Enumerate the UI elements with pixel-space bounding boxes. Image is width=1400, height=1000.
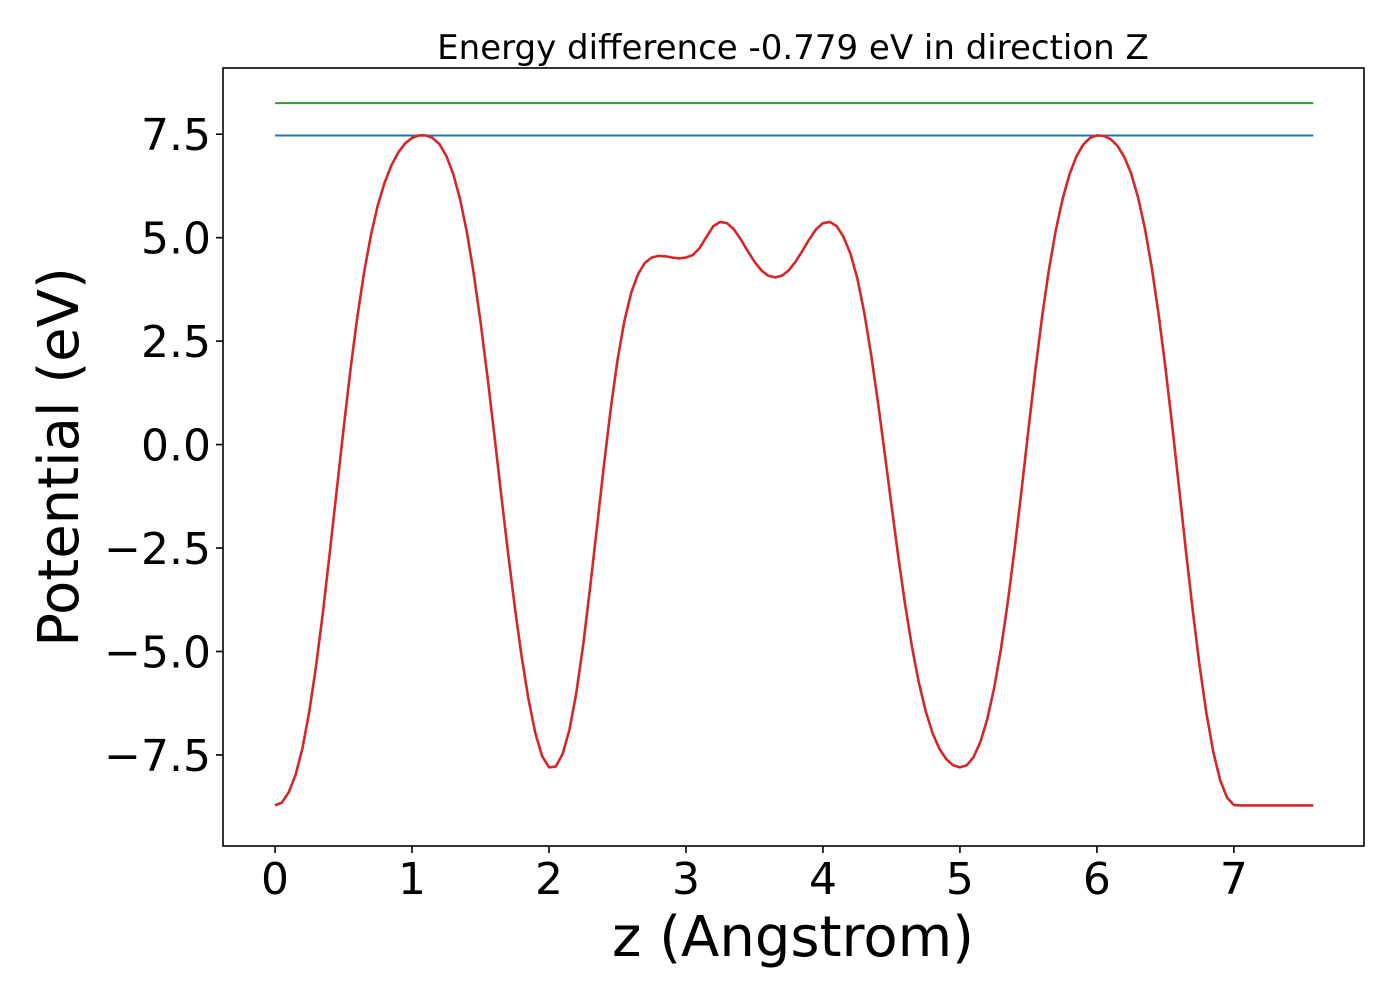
series-line-2	[274, 134, 1314, 807]
series-layer	[274, 102, 1314, 807]
x-tick-label: 3	[672, 854, 700, 905]
y-tick-label: 0.0	[141, 421, 211, 472]
y-axis-ticks: −7.5 −5.0 −2.5 0.0 2.5 5.0 7.5	[104, 110, 223, 782]
y-axis-label: Potential (eV)	[27, 267, 92, 647]
x-tick-label: 4	[809, 854, 837, 905]
x-axis-label: z (Angstrom)	[612, 905, 974, 970]
x-tick-label: 1	[398, 854, 426, 905]
y-tick-label: 7.5	[141, 110, 211, 161]
y-tick-label: 5.0	[141, 214, 211, 265]
y-tick-label: −5.0	[104, 628, 211, 679]
x-tick-label: 0	[261, 854, 289, 905]
plot-area-frame	[222, 67, 1365, 847]
x-axis-ticks: 0 1 2 3 4 5 6 7	[261, 846, 1248, 905]
x-tick-label: 2	[535, 854, 563, 905]
y-tick-label: 2.5	[141, 317, 211, 368]
y-tick-label: −7.5	[104, 731, 211, 782]
x-tick-label: 5	[946, 854, 974, 905]
y-tick-label: −2.5	[104, 524, 211, 575]
x-tick-label: 6	[1083, 854, 1111, 905]
chart-title: Energy difference -0.779 eV in direction…	[437, 28, 1149, 68]
x-tick-label: 7	[1220, 854, 1248, 905]
